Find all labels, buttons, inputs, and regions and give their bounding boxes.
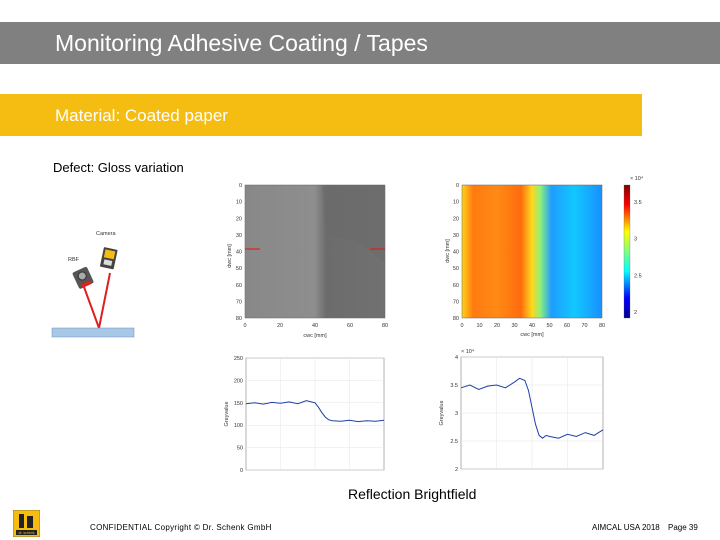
slide-subtitle: Material: Coated paper <box>55 106 228 125</box>
y-tick-label: 30 <box>236 233 242 239</box>
figure-caption: Reflection Brightfield <box>348 486 477 502</box>
gray-image-plot: 0 10 20 30 40 50 60 70 80 0 20 40 60 80 dwc [mm] cwc… <box>227 183 388 339</box>
y-tick-label: 70 <box>453 299 459 305</box>
x-tick-label: 40 <box>312 323 318 329</box>
footer-event: AIMCAL USA 2018 <box>592 523 660 532</box>
colorbar-tick-label: 3 <box>634 237 637 243</box>
company-logo-icon: dr. schenk <box>13 510 40 537</box>
y-tick-label: 70 <box>236 299 242 305</box>
x-tick-label: 50 <box>546 323 552 329</box>
y-tick-label: 0 <box>456 183 459 189</box>
substrate <box>51 327 135 338</box>
y-tick-label: 50 <box>236 266 242 272</box>
colorbar-tick-label: 3.5 <box>634 200 642 206</box>
y-tick-label: 100 <box>234 423 243 429</box>
y-tick-label: 40 <box>236 250 242 256</box>
footer-page: Page 39 <box>667 523 698 532</box>
rbf-label: RBF <box>68 257 80 263</box>
y-tick-label: 10 <box>453 200 459 206</box>
color-image <box>461 184 603 319</box>
x-tick-label: 60 <box>564 323 570 329</box>
y-tick-label: 3.5 <box>450 383 458 389</box>
y-tick-label: 150 <box>234 401 243 407</box>
beam-reflected <box>98 272 111 329</box>
y-tick-label: 20 <box>453 216 459 222</box>
x-tick-label: 70 <box>581 323 587 329</box>
x-tick-label: 30 <box>511 323 517 329</box>
camera-label: Camera <box>96 231 117 237</box>
setup-diagram: Camera RBF <box>51 231 135 338</box>
colorbar-tick-label: 2 <box>634 310 637 316</box>
x-axis-label: cwc [mm] <box>520 332 544 338</box>
y-tick-label: 0 <box>240 468 243 474</box>
y-tick-label: 3 <box>455 411 458 417</box>
gray-profile-plot: 0 50 100 150 200 250 Greyvalue <box>224 356 385 474</box>
logo-text: dr. schenk <box>19 531 35 535</box>
y-tick-label: 200 <box>234 378 243 384</box>
y-tick-label: 80 <box>453 316 459 322</box>
y-axis-label: dwc [mm] <box>227 244 233 268</box>
y-tick-label: 2.5 <box>450 439 458 445</box>
y-exponent: × 10⁴ <box>461 348 475 355</box>
x-tick-label: 60 <box>347 323 353 329</box>
color-image-plot: × 10⁴ 2 2.5 3 3.5 0 10 20 30 40 50 60 70 80 0 10 20 30… <box>445 175 644 338</box>
defect-label: Defect: Gloss variation <box>53 160 184 175</box>
x-tick-label: 0 <box>243 323 246 329</box>
x-tick-label: 10 <box>476 323 482 329</box>
y-tick-label: 60 <box>236 283 242 289</box>
x-tick-label: 20 <box>494 323 500 329</box>
y-tick-label: 50 <box>237 446 243 452</box>
x-axis-label: cwc [mm] <box>303 333 327 339</box>
y-tick-label: 40 <box>453 250 459 256</box>
x-tick-label: 80 <box>599 323 605 329</box>
footer-right: AIMCAL USA 2018 Page 39 <box>592 523 704 532</box>
y-tick-label: 4 <box>455 355 458 361</box>
y-tick-label: 250 <box>234 356 243 362</box>
y-tick-label: 50 <box>453 266 459 272</box>
subtitle-bar: Material: Coated paper <box>0 94 642 136</box>
y-axis-label: Greyvalue <box>439 400 445 425</box>
y-tick-label: 80 <box>236 316 242 322</box>
y-tick-label: 0 <box>239 183 242 189</box>
x-tick-label: 80 <box>382 323 388 329</box>
slide-title: Monitoring Adhesive Coating / Tapes <box>55 30 428 56</box>
camera-icon <box>100 247 118 270</box>
y-tick-label: 20 <box>236 216 242 222</box>
light-source-icon <box>72 266 94 289</box>
y-tick-label: 2 <box>455 467 458 473</box>
y-axis-label: Greyvalue <box>224 401 230 426</box>
beam-incident <box>83 286 100 329</box>
colorbar-exponent: × 10⁴ <box>630 175 644 182</box>
colorbar <box>623 184 631 319</box>
footer-copyright: CONFIDENTIAL Copyright © Dr. Schenk GmbH <box>90 523 272 532</box>
x-tick-label: 20 <box>277 323 283 329</box>
x-tick-label: 0 <box>460 323 463 329</box>
color-profile-plot: 2 2.5 3 3.5 4 × 10⁴ Greyvalue <box>439 348 604 473</box>
y-tick-label: 30 <box>453 233 459 239</box>
series-line <box>460 377 604 439</box>
colorbar-tick-label: 2.5 <box>634 273 642 279</box>
y-tick-label: 10 <box>236 200 242 206</box>
x-tick-label: 40 <box>529 323 535 329</box>
title-bar: Monitoring Adhesive Coating / Tapes <box>0 22 720 64</box>
series-line <box>245 400 385 423</box>
y-axis-label: dwc [mm] <box>445 239 451 263</box>
y-tick-label: 60 <box>453 283 459 289</box>
